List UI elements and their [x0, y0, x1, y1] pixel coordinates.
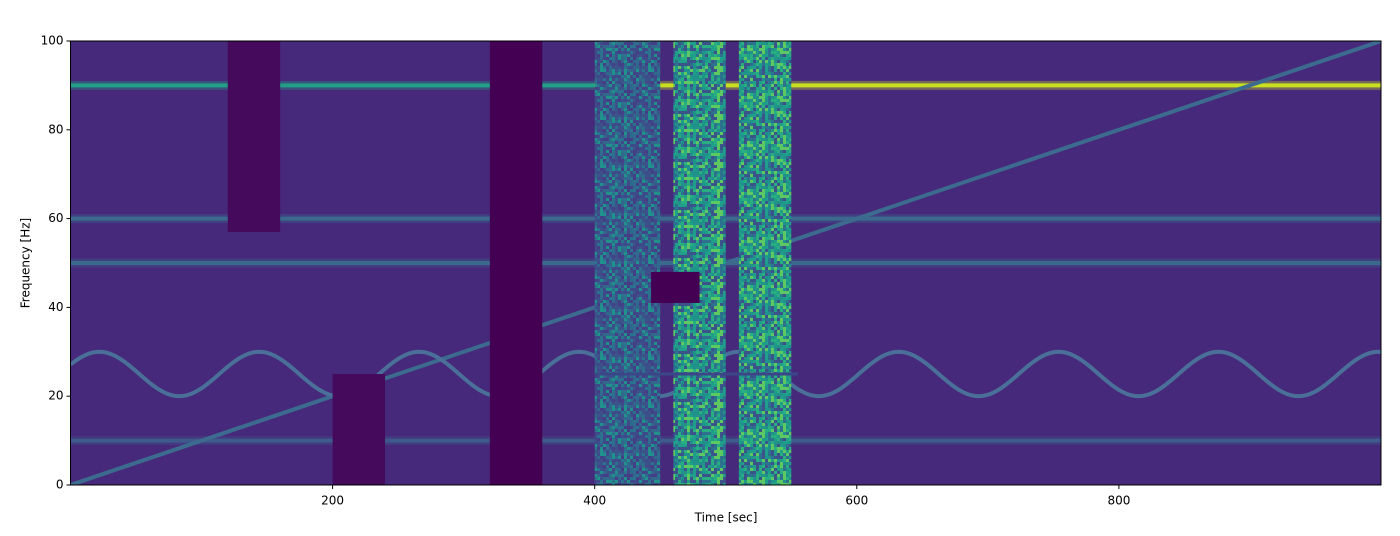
- plot-area: [70, 41, 1381, 485]
- x-tick-label: 400: [583, 494, 606, 508]
- y-tick-label: 40: [48, 300, 63, 314]
- x-tick-label: 200: [321, 494, 344, 508]
- noise-burst: [594, 41, 661, 485]
- dropout: [332, 374, 386, 485]
- x-tick-label: 600: [845, 494, 868, 508]
- dropout: [489, 41, 543, 485]
- axes-frame: [70, 40, 1382, 486]
- noise-burst: [673, 41, 726, 485]
- x-tick-label: 800: [1107, 494, 1130, 508]
- dropout: [651, 271, 700, 303]
- x-axis-label: Time [sec]: [694, 511, 758, 525]
- dropout: [227, 41, 281, 232]
- noise-burst: [738, 41, 792, 485]
- y-tick-label: 100: [41, 34, 64, 48]
- y-tick-label: 60: [48, 211, 63, 225]
- y-tick-label: 80: [48, 122, 63, 136]
- y-tick-label: 20: [48, 389, 63, 403]
- y-tick-label: 0: [56, 478, 64, 492]
- y-axis-label: Frequency [Hz]: [19, 218, 33, 309]
